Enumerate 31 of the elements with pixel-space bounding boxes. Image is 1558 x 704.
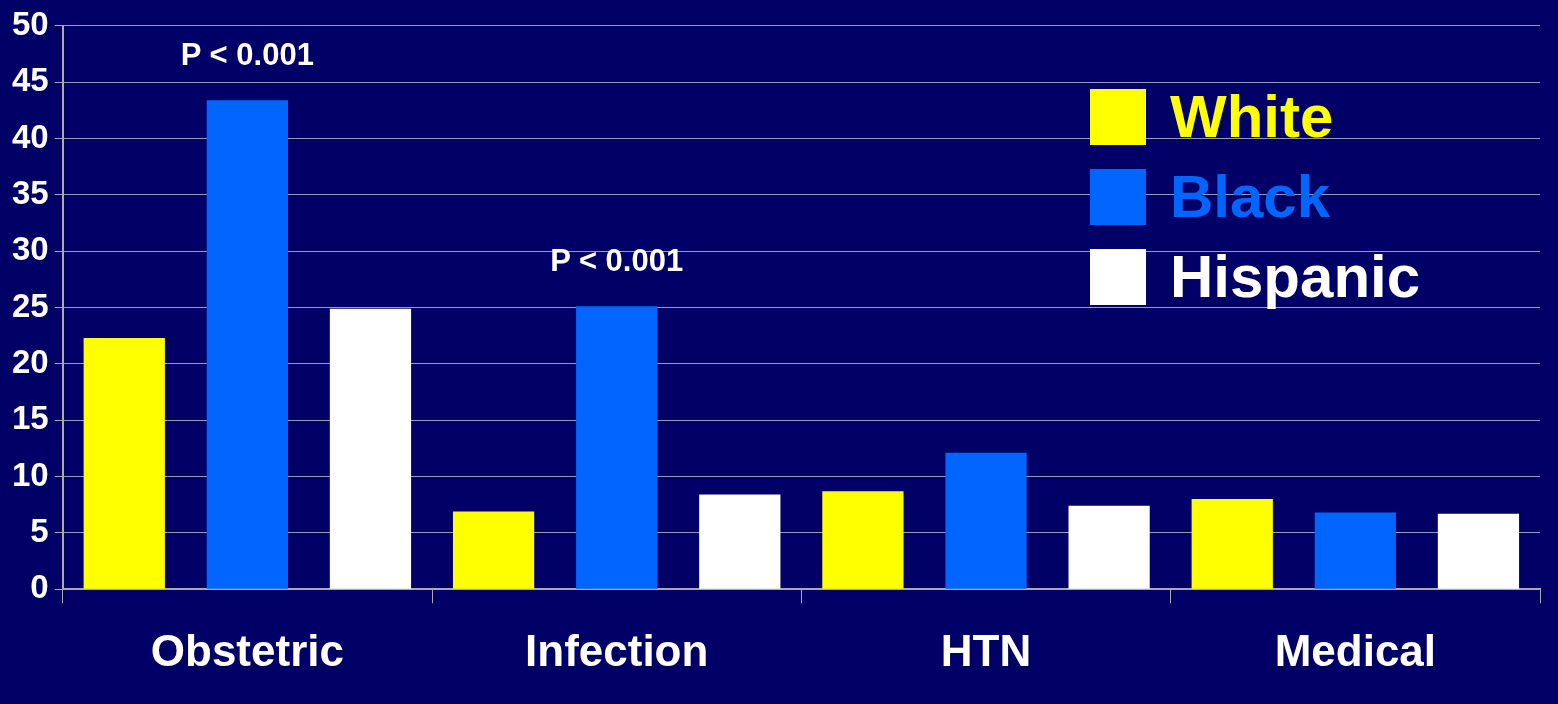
y-tick-label: 40 bbox=[11, 117, 49, 155]
bar bbox=[83, 337, 165, 589]
x-tick-label: Medical bbox=[1274, 625, 1437, 675]
y-tick-label: 45 bbox=[11, 61, 49, 99]
bar bbox=[1437, 513, 1520, 589]
bar bbox=[452, 511, 535, 589]
bar bbox=[576, 306, 658, 589]
bar bbox=[329, 308, 412, 589]
x-tick-label: Obstetric bbox=[150, 625, 344, 675]
legend-label: Hispanic bbox=[1170, 242, 1421, 312]
bar bbox=[699, 494, 781, 589]
y-tick-label: 5 bbox=[30, 511, 49, 549]
annotation: P < 0.001 bbox=[550, 242, 684, 278]
y-tick-label: 35 bbox=[11, 173, 49, 211]
y-tick-label: 0 bbox=[30, 568, 49, 606]
y-tick-label: 25 bbox=[11, 286, 49, 324]
y-tick-label: 30 bbox=[11, 230, 49, 268]
y-tick-label: 50 bbox=[11, 4, 49, 42]
bar bbox=[206, 100, 288, 589]
y-tick-label: 15 bbox=[11, 399, 49, 437]
y-tick-label: 20 bbox=[11, 342, 49, 380]
bar bbox=[1068, 505, 1150, 589]
bar bbox=[1191, 499, 1273, 589]
x-tick-label: Infection bbox=[525, 625, 709, 675]
bar bbox=[1314, 512, 1396, 589]
annotation: P < 0.001 bbox=[180, 36, 314, 72]
bar bbox=[945, 452, 1027, 589]
x-tick-label: HTN bbox=[940, 625, 1032, 675]
y-tick-label: 10 bbox=[11, 455, 49, 493]
bar bbox=[822, 491, 904, 589]
legend-label: White bbox=[1170, 82, 1334, 152]
